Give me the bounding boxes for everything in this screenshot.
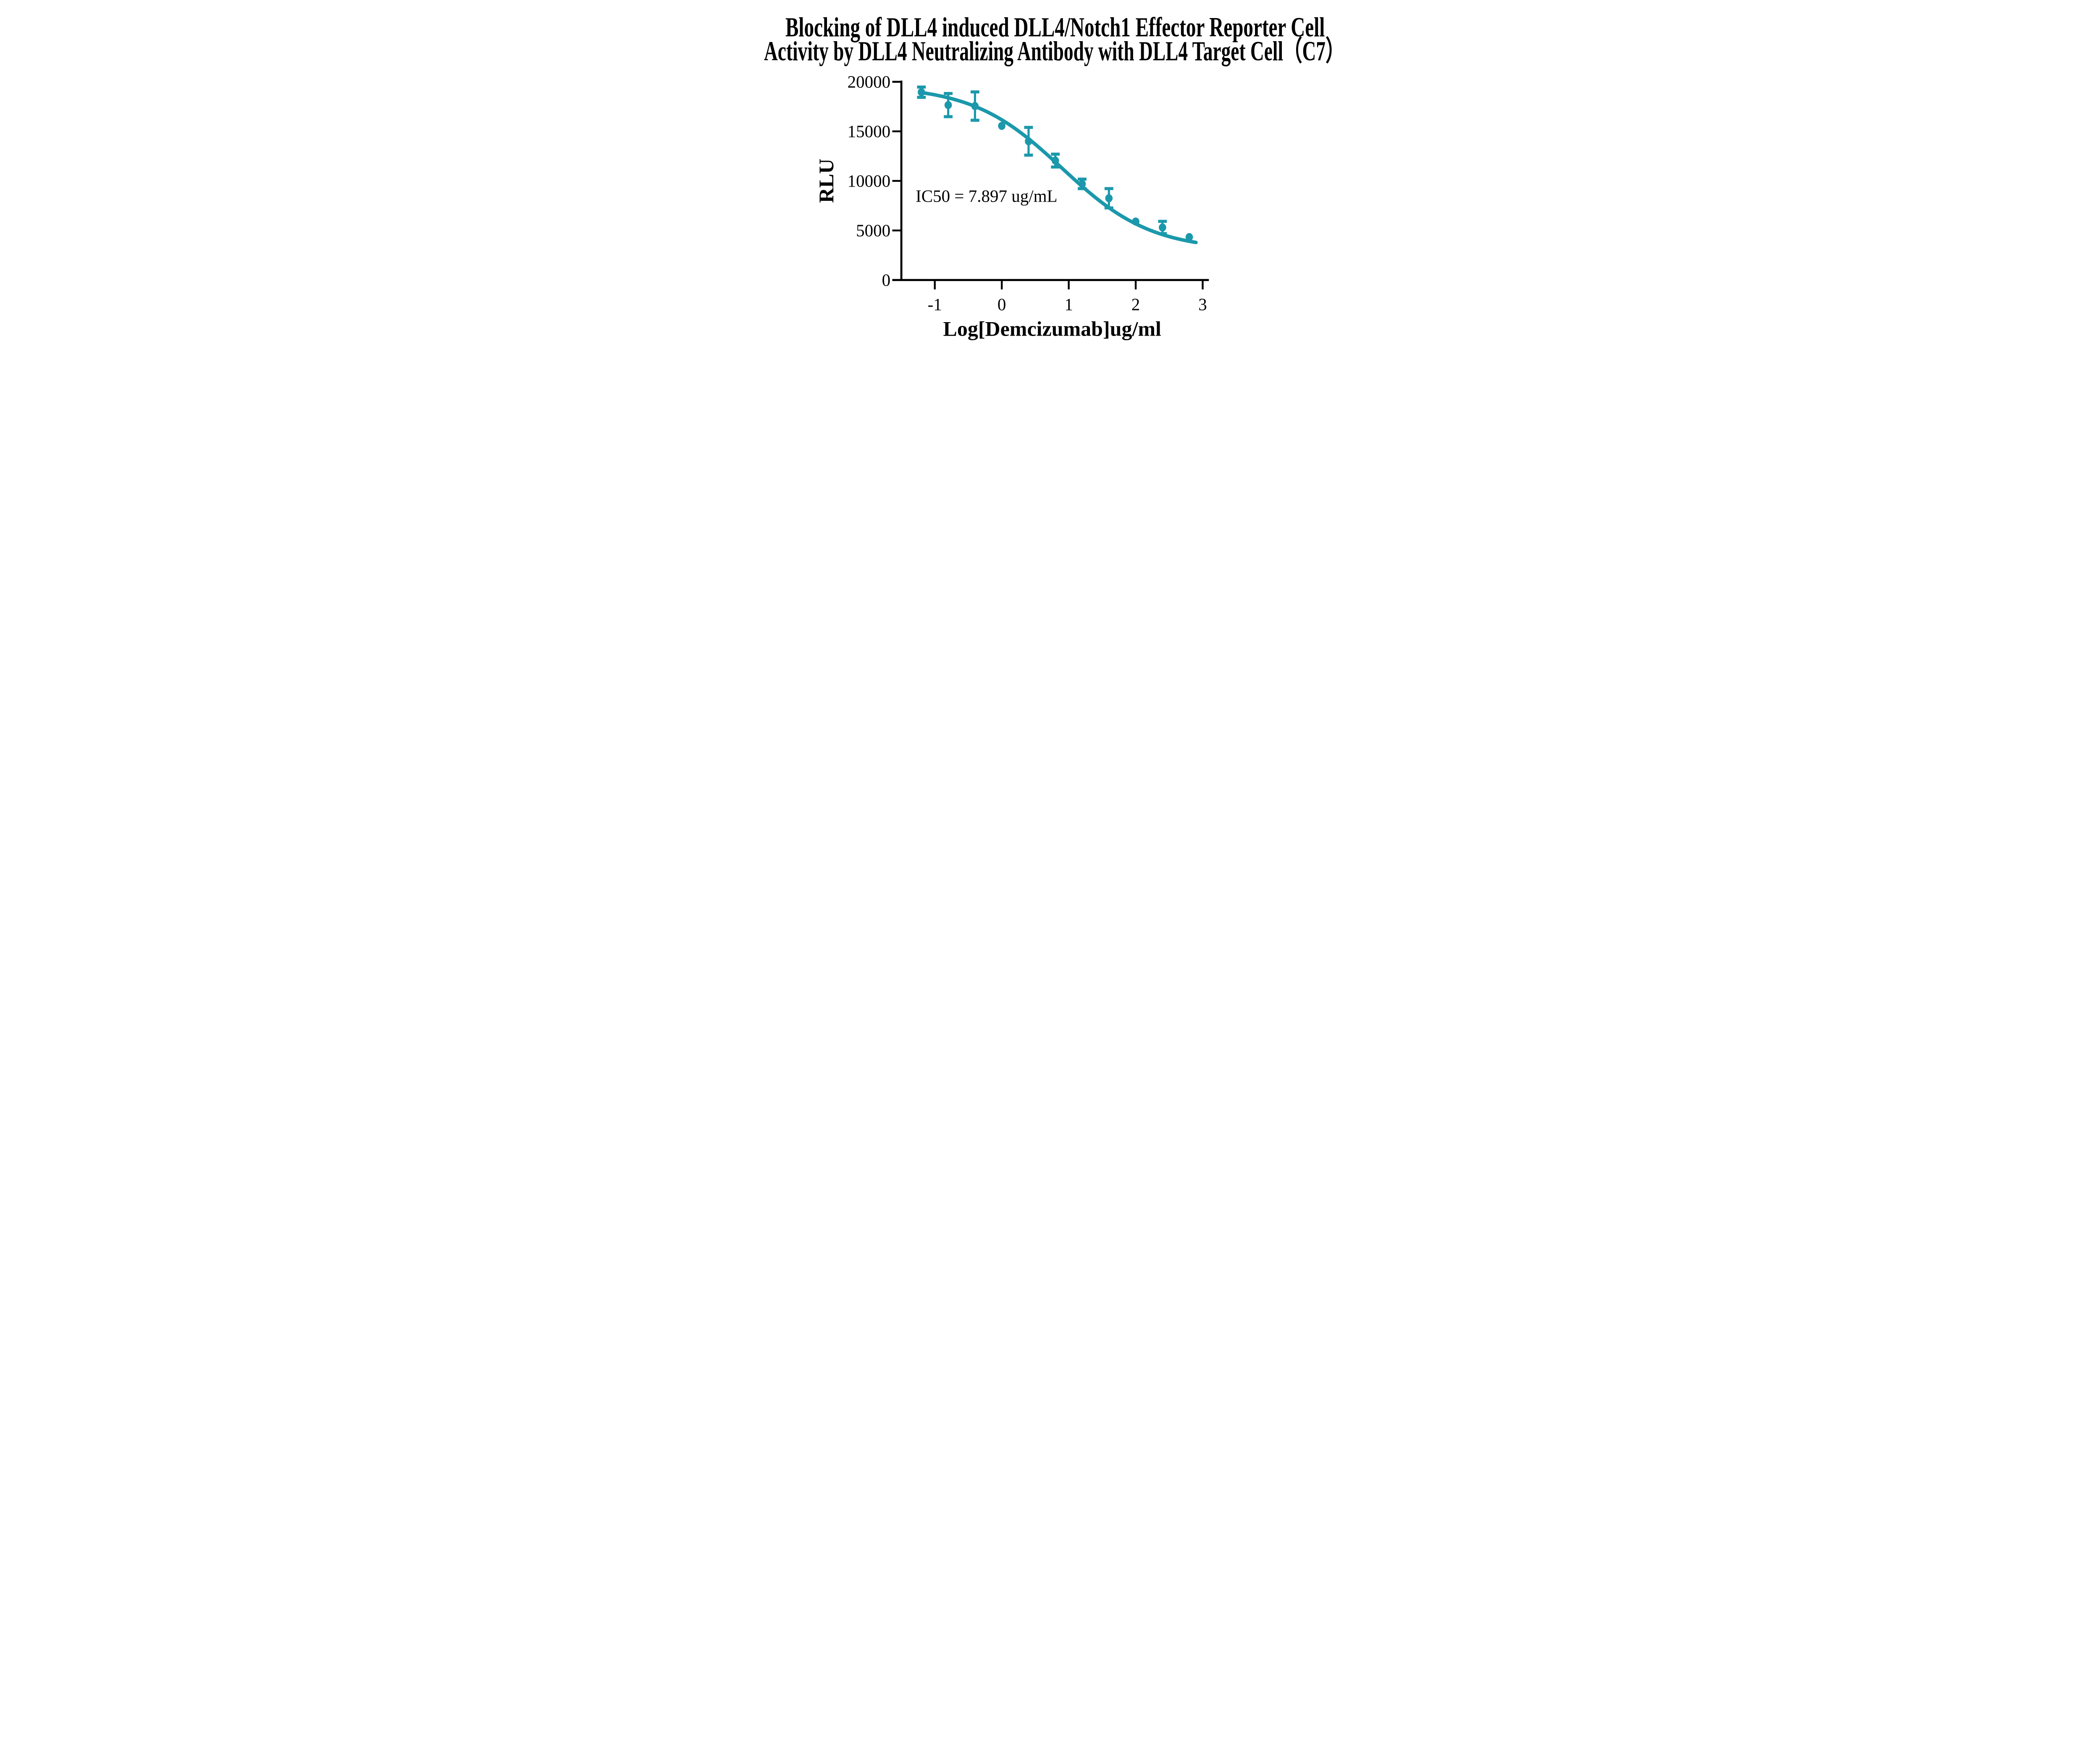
error-bar-cap-top <box>1158 220 1167 223</box>
axes <box>892 80 1209 281</box>
x-tick-label: 1 <box>1064 294 1073 314</box>
error-bar-cap-top <box>970 90 979 94</box>
data-point <box>918 88 925 97</box>
y-axis-ticks: 0 5000 10000 15000 20000 <box>848 72 903 290</box>
data-point <box>971 102 979 110</box>
data-point <box>1185 233 1193 242</box>
error-bar-cap-top <box>1024 126 1033 129</box>
error-bar-cap-bottom <box>970 118 979 122</box>
ic50-annotation: IC50 = 7.897 ug/mL <box>916 186 1057 205</box>
error-bar-cap-top <box>1104 187 1113 190</box>
data-point <box>944 101 952 109</box>
error-bar-cap-top <box>1051 152 1060 156</box>
x-tick-label: 2 <box>1131 294 1140 314</box>
x-tick-label: -1 <box>928 294 942 314</box>
error-bar-cap-bottom <box>917 96 926 99</box>
error-bar-cap-bottom <box>1051 165 1060 169</box>
data-point <box>1105 194 1113 202</box>
chart-title-line2: Activity by DLL4 Neutralizing Antibody w… <box>764 36 1344 67</box>
data-point <box>998 122 1005 130</box>
data-points-group <box>917 85 1193 242</box>
error-bar-cap-bottom <box>1104 206 1113 210</box>
y-tick-label: 10000 <box>848 171 891 191</box>
data-point <box>1132 217 1139 226</box>
error-bar-cap-bottom <box>1024 153 1033 157</box>
fit-curve-group <box>919 91 1198 244</box>
x-axis-title: Log[Demcizumab]ug/ml <box>943 317 1161 341</box>
error-bar-cap-top <box>917 85 926 89</box>
error-bar-cap-bottom <box>1078 187 1087 190</box>
data-point <box>1078 180 1086 188</box>
chart-svg: Blocking of DLL4 induced DLL4/Notch1 Eff… <box>764 12 1344 341</box>
figure: Blocking of DLL4 induced DLL4/Notch1 Eff… <box>748 0 1352 351</box>
y-tick-label: 0 <box>882 270 891 290</box>
data-point <box>1159 223 1166 232</box>
data-point <box>1051 156 1059 165</box>
x-tick-label: 3 <box>1198 294 1207 314</box>
y-axis-title: RLU <box>814 159 838 203</box>
x-tick-label: 0 <box>998 294 1006 314</box>
y-tick-label: 20000 <box>848 72 891 92</box>
fit-curve <box>919 91 1198 244</box>
error-bar-cap-top <box>944 92 953 95</box>
data-point <box>1025 137 1032 145</box>
error-bar-cap-bottom <box>1158 232 1167 235</box>
y-tick-label: 15000 <box>848 122 891 141</box>
error-bar-cap-bottom <box>944 115 953 118</box>
chart-title-line1: Blocking of DLL4 induced DLL4/Notch1 Eff… <box>785 12 1325 43</box>
x-axis-ticks: -1 0 1 2 3 <box>928 280 1207 314</box>
error-bar-cap-top <box>1078 177 1087 181</box>
y-tick-label: 5000 <box>856 221 890 240</box>
